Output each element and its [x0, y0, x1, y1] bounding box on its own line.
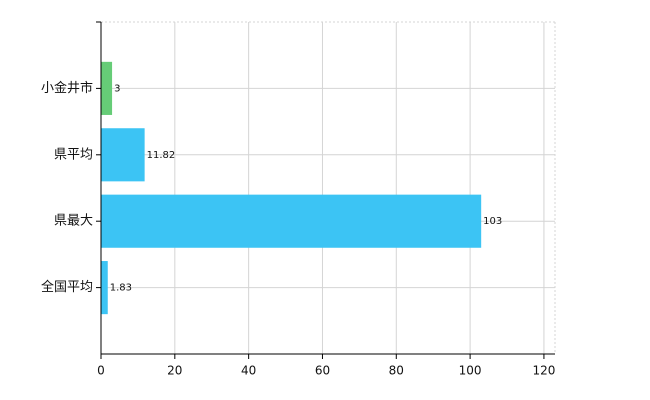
- y-tick-label: 小金井市: [41, 80, 93, 96]
- y-tick-label: 全国平均: [41, 279, 93, 295]
- value-label: 1.83: [110, 283, 132, 294]
- x-tick-label: 20: [167, 364, 182, 378]
- bar: [101, 128, 145, 182]
- bar: [101, 61, 113, 115]
- x-tick-label: 120: [532, 364, 555, 378]
- x-tick-label: 100: [459, 364, 482, 378]
- x-tick-label: 80: [389, 364, 404, 378]
- y-tick-label: 県最大: [54, 214, 93, 229]
- y-tick-label: 県平均: [54, 147, 93, 162]
- value-label: 3: [114, 83, 120, 94]
- bar: [101, 261, 108, 315]
- value-label: 103: [483, 216, 502, 227]
- value-label: 11.82: [147, 150, 176, 161]
- x-tick-label: 40: [241, 364, 256, 378]
- x-tick-label: 0: [97, 364, 105, 378]
- x-tick-label: 60: [315, 364, 330, 378]
- bar: [101, 194, 482, 248]
